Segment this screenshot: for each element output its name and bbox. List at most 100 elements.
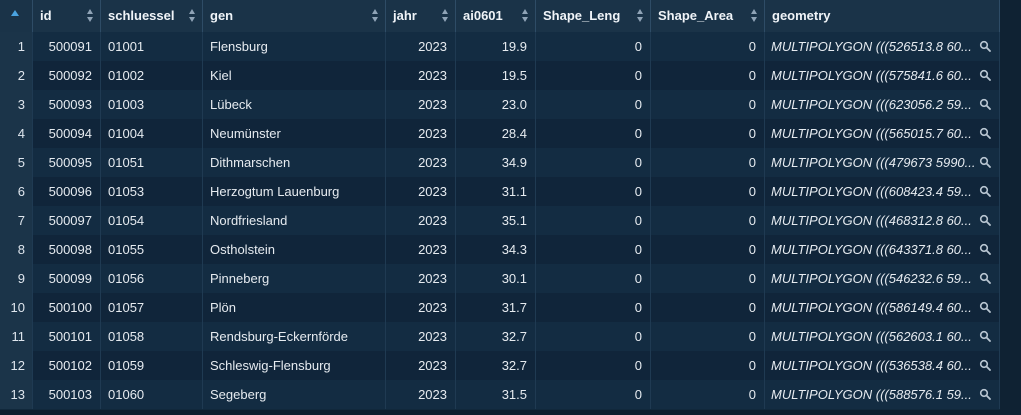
sort-arrows-icon[interactable] [87,9,94,23]
cell-gen: Nordfriesland [203,206,386,235]
magnifier-icon[interactable] [979,243,991,255]
magnifier-icon[interactable] [979,127,991,139]
column-header-label: gen [210,8,234,23]
table-row[interactable]: 5 500095 01051 Dithmarschen 2023 34.9 0 0 MULTIP… [0,148,1000,177]
table-row[interactable]: 10 500100 01057 Plön 2023 31.7 0 0 MULTIPOLYGON … [0,293,1000,322]
cell-geometry: MULTIPOLYGON (((479673 5990... [765,148,1000,177]
column-header-id[interactable]: id [33,0,101,32]
cell-id: 500093 [33,90,101,119]
cell-shape-area: 0 [651,380,765,409]
column-header-gen[interactable]: gen [203,0,386,32]
cell-shape-area: 0 [651,264,765,293]
table-row[interactable]: 3 500093 01003 Lübeck 2023 23.0 0 0 MULTIPOLYGON… [0,90,1000,119]
cell-jahr: 2023 [386,206,456,235]
cell-schluessel: 01057 [101,293,203,322]
cell-shape-leng: 0 [536,61,651,90]
column-header-jahr[interactable]: jahr [386,0,456,32]
cell-geometry: MULTIPOLYGON (((468312.8 60... [765,206,1000,235]
cell-ai0601: 34.3 [456,235,536,264]
column-header-label: Shape_Leng [543,8,621,23]
row-number: 4 [0,119,33,148]
cell-shape-leng: 0 [536,351,651,380]
table-row[interactable]: 12 500102 01059 Schleswig-Flensburg 2023 32.7… [0,351,1000,380]
sort-arrows-icon[interactable] [522,9,529,23]
table-row[interactable]: 11 500101 01058 Rendsburg-Eckernförde 2023 32… [0,322,1000,351]
cell-shape-area: 0 [651,293,765,322]
table-row[interactable]: 1 500091 01001 Flensburg 2023 19.9 0 0 MULTIPOLY… [0,32,1000,61]
magnifier-icon[interactable] [979,69,991,81]
cell-id: 500100 [33,293,101,322]
table-footer-gap [0,410,1000,415]
table-row[interactable]: 7 500097 01054 Nordfriesland 2023 35.1 0 0 MULTI… [0,206,1000,235]
table-row[interactable]: 2 500092 01002 Kiel 2023 19.5 0 0 MULTIPOLYGON (… [0,61,1000,90]
header-rownum[interactable] [0,0,33,32]
sort-arrows-icon[interactable] [442,9,449,23]
column-header-ai0601[interactable]: ai0601 [456,0,536,32]
sort-down-arrow-icon [87,17,93,22]
cell-ai0601: 31.7 [456,293,536,322]
table-row[interactable]: 6 500096 01053 Herzogtum Lauenburg 2023 31.1 0… [0,177,1000,206]
geometry-text: MULTIPOLYGON (((468312.8 60... [771,213,972,228]
cell-gen: Pinneberg [203,264,386,293]
row-number: 13 [0,380,33,409]
column-header-schluessel[interactable]: schluessel [101,0,203,32]
column-header-shape-area[interactable]: Shape_Area [651,0,765,32]
cell-id: 500094 [33,119,101,148]
magnifier-icon[interactable] [979,98,991,110]
magnifier-icon[interactable] [979,388,991,400]
table-row[interactable]: 8 500098 01055 Ostholstein 2023 34.3 0 0 MULTIPO… [0,235,1000,264]
cell-shape-area: 0 [651,32,765,61]
row-number: 3 [0,90,33,119]
cell-shape-leng: 0 [536,32,651,61]
sort-arrows-icon[interactable] [189,9,196,23]
sort-up-arrow-icon [751,9,757,14]
cell-id: 500091 [33,32,101,61]
vertical-scrollbar[interactable] [1000,0,1021,415]
cell-shape-area: 0 [651,206,765,235]
sort-arrows-icon[interactable] [372,9,379,23]
cell-gen: Segeberg [203,380,386,409]
cell-shape-leng: 0 [536,177,651,206]
magnifier-icon[interactable] [979,272,991,284]
cell-jahr: 2023 [386,293,456,322]
sort-arrows-icon[interactable] [751,9,758,23]
cell-shape-leng: 0 [536,119,651,148]
cell-gen: Flensburg [203,32,386,61]
sort-up-arrow-icon [442,9,448,14]
cell-geometry: MULTIPOLYGON (((643371.8 60... [765,235,1000,264]
row-number: 11 [0,322,33,351]
cell-schluessel: 01003 [101,90,203,119]
magnifier-icon[interactable] [979,185,991,197]
cell-geometry: MULTIPOLYGON (((546232.6 59... [765,264,1000,293]
cell-jahr: 2023 [386,380,456,409]
magnifier-icon[interactable] [979,301,991,313]
cell-ai0601: 30.1 [456,264,536,293]
sort-ascending-icon[interactable] [11,10,19,16]
magnifier-icon[interactable] [979,330,991,342]
magnifier-icon[interactable] [979,40,991,52]
cell-geometry: MULTIPOLYGON (((536538.4 60... [765,351,1000,380]
table-row[interactable]: 4 500094 01004 Neumünster 2023 28.4 0 0 MULTIPOL… [0,119,1000,148]
table-row[interactable]: 9 500099 01056 Pinneberg 2023 30.1 0 0 MULTIPOLY… [0,264,1000,293]
cell-schluessel: 01055 [101,235,203,264]
cell-shape-area: 0 [651,90,765,119]
cell-ai0601: 19.9 [456,32,536,61]
magnifier-icon[interactable] [979,214,991,226]
geometry-text: MULTIPOLYGON (((562603.1 60... [771,329,972,344]
cell-shape-area: 0 [651,177,765,206]
cell-geometry: MULTIPOLYGON (((623056.2 59... [765,90,1000,119]
cell-shape-area: 0 [651,235,765,264]
cell-gen: Kiel [203,61,386,90]
cell-jahr: 2023 [386,90,456,119]
magnifier-icon[interactable] [979,359,991,371]
column-header-geometry[interactable]: geometry [765,0,1000,32]
cell-ai0601: 32.7 [456,322,536,351]
sort-arrows-icon[interactable] [637,9,644,23]
column-header-shape-leng[interactable]: Shape_Leng [536,0,651,32]
sort-down-arrow-icon [189,17,195,22]
table-row[interactable]: 13 500103 01060 Segeberg 2023 31.5 0 0 MULTIPOLY… [0,380,1000,409]
cell-jahr: 2023 [386,351,456,380]
magnifier-icon[interactable] [979,156,991,168]
sort-up-arrow-icon [522,9,528,14]
cell-schluessel: 01053 [101,177,203,206]
